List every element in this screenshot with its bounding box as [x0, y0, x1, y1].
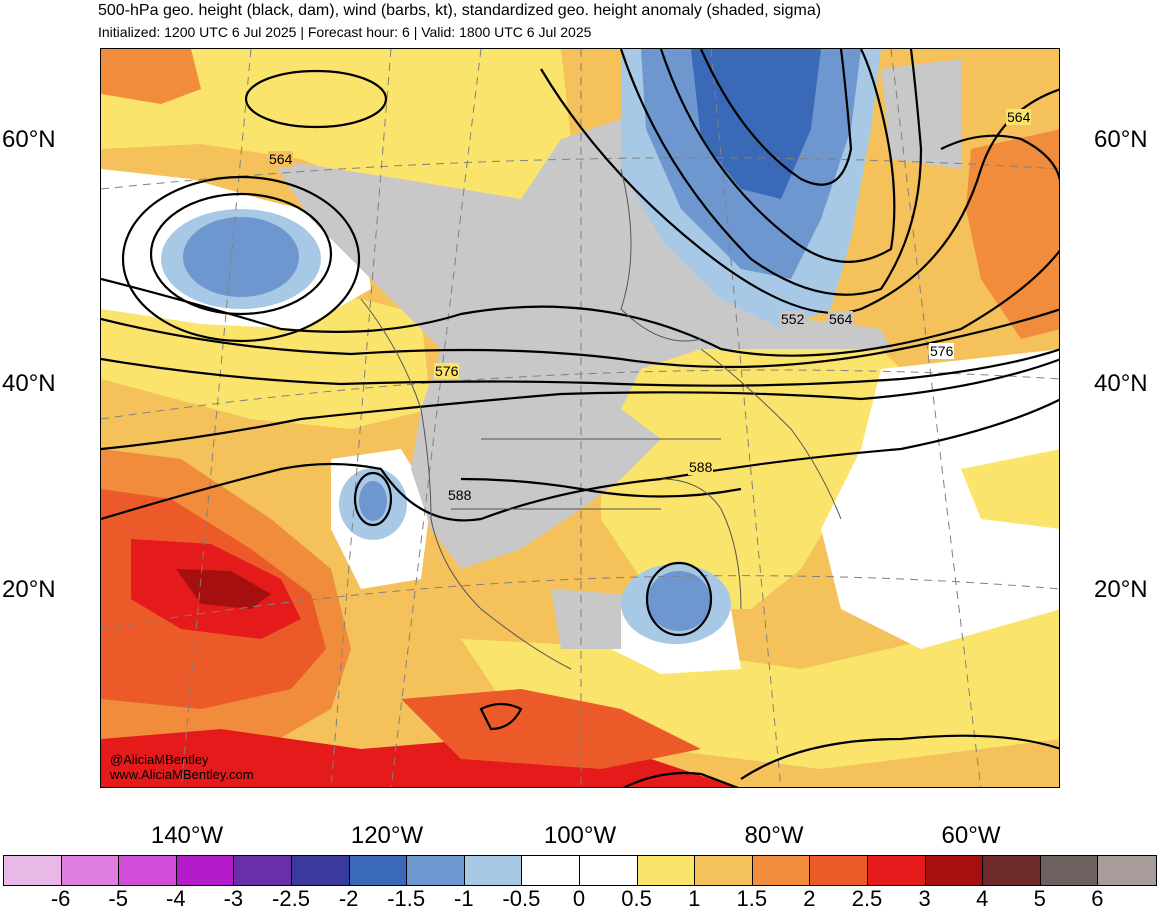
- anomaly-region-dark-red: [176, 569, 271, 609]
- colorbar-label: 2.5: [851, 886, 883, 911]
- lon-label: 140°W: [150, 822, 224, 849]
- contour-label: 576: [434, 363, 460, 379]
- contour-label: 576: [929, 343, 955, 359]
- map-subtitle: Initialized: 1200 UTC 6 Jul 2025 | Forec…: [98, 24, 592, 40]
- contour-label: 564: [268, 151, 294, 167]
- coastlines: [360, 168, 842, 670]
- colorbar-swatch: [349, 856, 408, 885]
- graticule: [101, 49, 1059, 787]
- colorbar-label: -3: [223, 886, 244, 911]
- credit-handle: @AliciaMBentley: [110, 752, 209, 767]
- anomaly-region-negative-strong: [691, 49, 821, 199]
- lat-label-right: 20°N: [1094, 576, 1148, 603]
- colorbar-label: 1: [688, 886, 701, 911]
- colorbar-swatch: [637, 856, 696, 885]
- colorbar-swatch: [752, 856, 811, 885]
- colorbar-swatch: [61, 856, 120, 885]
- colorbar-swatch: [407, 856, 465, 885]
- colorbar-swatch: [1040, 856, 1099, 885]
- contour-label: 588: [688, 459, 714, 475]
- credit-site: www.AliciaMBentley.com: [110, 767, 254, 782]
- anomaly-region-yellow: [961, 449, 1059, 529]
- colorbar-label: 6: [1091, 886, 1104, 911]
- anomaly-region-neutral-land: [551, 589, 621, 649]
- colorbar-swatch: [925, 856, 984, 885]
- colorbar-swatch: [464, 856, 523, 885]
- lon-label: 120°W: [350, 822, 424, 849]
- colorbar-label: 4: [976, 886, 989, 911]
- colorbar-label: 1.5: [736, 886, 768, 911]
- colorbar-label: -1.5: [387, 886, 426, 911]
- colorbar-label: -6: [50, 886, 71, 911]
- colorbar-label: 3: [918, 886, 931, 911]
- anomaly-region-yellow: [601, 349, 901, 609]
- colorbar-swatch: [234, 856, 292, 885]
- lat-label-left: 40°N: [2, 370, 56, 397]
- colorbar-swatch: [867, 856, 926, 885]
- anomaly-region-orange: [966, 129, 1059, 339]
- lat-label-right: 40°N: [1094, 370, 1148, 397]
- colorbar-label: -0.5: [502, 886, 541, 911]
- colorbar-swatch: [983, 856, 1041, 885]
- colorbar-swatch: [119, 856, 177, 885]
- colorbar-swatch: [1098, 856, 1156, 885]
- map-panel: 564 564 552 564 576 576 588 588: [100, 48, 1060, 788]
- colorbar-label: -4: [166, 886, 186, 911]
- lat-label-left: 60°N: [2, 126, 56, 153]
- anomaly-region-orange: [101, 49, 201, 104]
- anomaly-region-strong-red: [101, 729, 735, 787]
- colorbar-label: -2: [338, 886, 359, 911]
- colorbar-swatch: [522, 856, 580, 885]
- anomaly-map: [101, 49, 1059, 787]
- lat-label-right: 60°N: [1094, 126, 1148, 153]
- colorbar-label: -2.5: [272, 886, 310, 911]
- colorbar-label: 2: [803, 886, 816, 911]
- colorbar-label: 5: [1033, 886, 1046, 911]
- colorbar-swatch: [810, 856, 868, 885]
- colorbar-swatch: [176, 856, 235, 885]
- anomaly-region-negative: [359, 481, 387, 521]
- lat-label-left: 20°N: [2, 576, 56, 603]
- anomaly-region-yellow: [101, 289, 431, 429]
- credit-text: @AliciaMBentley www.AliciaMBentley.com: [110, 752, 254, 782]
- contour-label: 552: [780, 311, 806, 327]
- map-title: 500-hPa geo. height (black, dam), wind (…: [98, 2, 822, 19]
- colorbar-swatch: [4, 856, 62, 885]
- colorbar-label: -5: [108, 886, 128, 911]
- colorbar-label: 0: [572, 886, 586, 911]
- lon-label: 80°W: [744, 822, 804, 849]
- lon-label: 100°W: [543, 822, 617, 849]
- colorbar-label: -1: [454, 886, 474, 911]
- colorbar-swatch: [695, 856, 753, 885]
- colorbar: [3, 855, 1157, 886]
- lon-label: 60°W: [941, 822, 1001, 849]
- anomaly-region-yellow: [101, 49, 571, 209]
- anomaly-region-negative: [183, 217, 299, 297]
- contour-label: 588: [447, 487, 473, 503]
- contour-label: 564: [1006, 109, 1032, 125]
- colorbar-swatch: [291, 856, 350, 885]
- anomaly-region-red: [401, 689, 701, 769]
- anomaly-region-neutral-land: [881, 59, 961, 169]
- colorbar-swatch: [579, 856, 638, 885]
- height-contours: [101, 49, 1059, 787]
- contour-label: 564: [828, 311, 854, 327]
- colorbar-label: 0.5: [621, 886, 652, 911]
- anomaly-region-negative: [647, 571, 711, 631]
